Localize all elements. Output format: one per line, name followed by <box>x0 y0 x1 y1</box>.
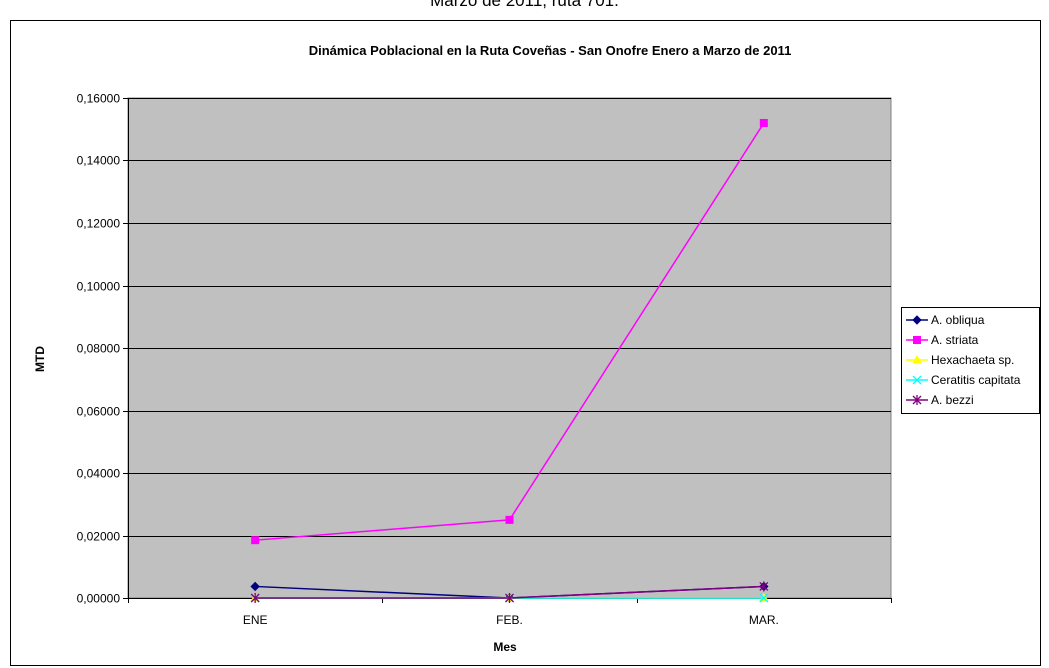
legend-label: A. bezzi <box>931 393 974 407</box>
chart-frame: Dinámica Poblacional en la Ruta Coveñas … <box>10 20 1041 666</box>
y-tick-label: 0,06000 <box>77 405 121 419</box>
y-tick-label: 0,16000 <box>77 92 121 106</box>
y-tick-label: 0,04000 <box>77 467 121 481</box>
legend-label: A. striata <box>931 333 979 347</box>
data-point <box>250 581 260 592</box>
legend-item: A. striata <box>906 333 979 347</box>
x-tick-label: ENE <box>243 613 268 627</box>
data-point <box>759 119 768 127</box>
legend-marker <box>912 315 922 325</box>
page-caption: Marzo de 2011, ruta 701. <box>430 0 619 10</box>
y-axis-label: MTD <box>33 346 47 372</box>
legend-label: Ceratitis capitata <box>931 373 1021 387</box>
y-tick-label: 0,08000 <box>77 342 121 356</box>
data-point <box>250 593 260 603</box>
x-tick-label: MAR. <box>749 613 779 627</box>
legend-label: Hexachaeta sp. <box>931 353 1014 367</box>
y-tick-label: 0,12000 <box>77 217 121 231</box>
legend-marker <box>913 336 921 344</box>
legend-marker <box>912 395 922 405</box>
legend-marker <box>912 354 922 364</box>
legend-item: Ceratitis capitata <box>906 373 1021 387</box>
legend-item: A. bezzi <box>906 393 974 407</box>
data-point <box>505 593 514 603</box>
y-tick-label: 0,00000 <box>77 592 121 606</box>
line-chart: Dinámica Poblacional en la Ruta Coveñas … <box>33 43 1040 654</box>
legend: A. obliqua A. striata Hexachaeta sp. Cerati… <box>901 307 1040 414</box>
data-point <box>505 515 514 524</box>
x-tick-label: FEB. <box>496 613 523 627</box>
chart-title: Dinámica Poblacional en la Ruta Coveñas … <box>309 43 792 58</box>
legend-marker <box>912 375 922 385</box>
data-point <box>759 581 769 592</box>
legend-item: A. obliqua <box>906 313 985 327</box>
y-tick-label: 0,10000 <box>77 280 121 294</box>
data-point <box>759 593 769 603</box>
x-axis-label: Mes <box>493 640 517 654</box>
data-point <box>251 536 260 545</box>
y-tick-label: 0,14000 <box>77 154 121 168</box>
plot-area: 0,00000 0,02000 0,04000 0,06000 0,08000 0,100… <box>77 92 892 627</box>
legend-item: Hexachaeta sp. <box>906 353 1014 367</box>
y-tick-label: 0,02000 <box>77 530 121 544</box>
legend-label: A. obliqua <box>931 313 985 327</box>
